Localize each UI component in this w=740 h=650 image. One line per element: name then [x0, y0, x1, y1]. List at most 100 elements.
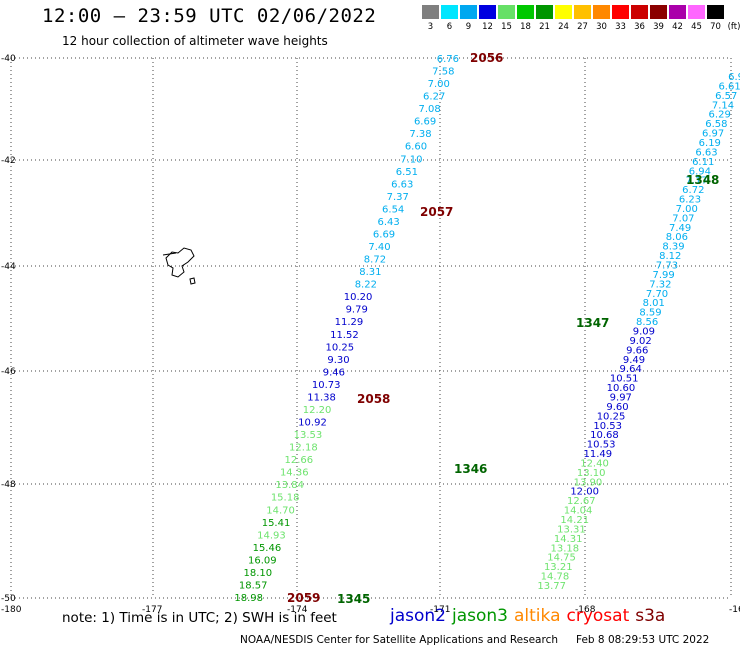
- wave-height-label: 18.57: [239, 580, 268, 591]
- color-scale-unit: (ft): [727, 22, 740, 32]
- wave-height-label: 14.75: [547, 553, 576, 564]
- wave-height-label: 15.18: [271, 493, 300, 504]
- lat-label: -50: [1, 594, 16, 604]
- lat-label: -40: [1, 54, 16, 64]
- wave-height-label: 7.00: [428, 79, 450, 90]
- lon-label: -180: [1, 605, 22, 615]
- wave-height-label: 6.43: [377, 217, 399, 228]
- credit-text: NOAA/NESDIS Center for Satellite Applica…: [240, 634, 558, 646]
- wave-height-label: 12.66: [284, 455, 313, 466]
- pass-time-label: 1347: [576, 316, 609, 330]
- wave-height-label: 13.77: [537, 581, 566, 592]
- credit-timestamp: Feb 8 08:29:53 UTC 2022: [576, 634, 710, 646]
- wave-height-label: 6.63: [695, 147, 717, 158]
- footnote: note: 1) Time is in UTC; 2) SWH is in fe…: [62, 610, 337, 626]
- wave-height-label: 7.00: [676, 204, 698, 215]
- wave-height-label: 11.52: [330, 330, 359, 341]
- wave-height-label: 8.06: [666, 232, 688, 243]
- pass-times: 2056 2057 2058 2059 1348 1347 1346 1345: [287, 51, 719, 606]
- wave-height-label: 12.40: [580, 458, 609, 469]
- map-grid: [10, 57, 732, 599]
- wave-height-label: 11.38: [307, 392, 336, 403]
- wave-height-label: 9.64: [620, 364, 642, 375]
- pass-time-label: 1345: [337, 592, 370, 606]
- lon-label: -177: [142, 605, 162, 615]
- wave-height-label: 6.11: [692, 157, 714, 168]
- color-swatch: [498, 5, 515, 19]
- wave-height-label: 6.76: [437, 54, 459, 65]
- pass-time-label: 1346: [454, 462, 487, 476]
- wave-height-label: 12.18: [289, 443, 318, 454]
- wave-height-label: 6.51: [396, 167, 418, 178]
- color-scale-label: 30: [596, 22, 607, 32]
- wave-height-label: 12.20: [303, 405, 332, 416]
- wave-height-label: 6.9: [728, 72, 740, 83]
- wave-height-label: 7.49: [669, 223, 691, 234]
- wave-height-label: 6.57: [715, 91, 737, 102]
- wave-height-label: 9.97: [610, 392, 632, 403]
- wave-height-label: 9.49: [623, 355, 645, 366]
- lat-label: -44: [1, 262, 16, 272]
- wave-height-label: 6.61: [718, 81, 740, 92]
- wave-height-label: 14.31: [554, 534, 583, 545]
- wave-height-label: 9.09: [633, 327, 655, 338]
- satellite-tracks: 6.767.587.006.277.086.697.386.607.106.51…: [234, 54, 740, 604]
- wave-height-label: 13.53: [294, 430, 323, 441]
- wave-height-label: 10.73: [312, 380, 341, 391]
- color-swatch: [593, 5, 610, 19]
- wave-height-label: 12.67: [567, 496, 596, 507]
- wave-height-label: 10.25: [326, 342, 355, 353]
- wave-height-label: 7.73: [656, 261, 678, 272]
- color-scale-label: 27: [577, 22, 588, 32]
- wave-height-label: 6.54: [382, 204, 404, 215]
- wave-height-label: 13.21: [544, 562, 573, 573]
- wave-height-label: 10.20: [344, 292, 373, 303]
- page-subtitle: 12 hour collection of altimeter wave hei…: [62, 34, 328, 48]
- lat-label: -42: [1, 156, 16, 166]
- wave-height-label: 9.30: [327, 355, 349, 366]
- color-scale-label: 12: [482, 22, 493, 32]
- wave-height-label: 6.60: [405, 142, 427, 153]
- wave-height-label: 10.60: [607, 383, 636, 394]
- color-scale-label: 39: [653, 22, 664, 32]
- satellite-legend-item: jason3: [452, 606, 508, 626]
- wave-height-label: 11.29: [335, 317, 364, 328]
- wave-height-label: 6.69: [414, 117, 436, 128]
- wave-height-label: 6.97: [702, 129, 724, 140]
- color-scale-label: 21: [539, 22, 550, 32]
- wave-height-label: 10.53: [587, 440, 616, 451]
- wave-height-label: 13.10: [577, 468, 606, 479]
- wave-height-label: 9.66: [626, 345, 648, 356]
- wave-height-label: 7.14: [712, 100, 734, 111]
- wave-height-label: 10.25: [597, 411, 626, 422]
- satellite-legend: jason2 jason3 altika cryosat s3a: [390, 606, 671, 626]
- wave-height-label: 14.36: [280, 468, 309, 479]
- wave-height-label: 7.37: [387, 192, 409, 203]
- satellite-legend-item: jason2: [390, 606, 446, 626]
- wave-height-label: 9.79: [346, 305, 368, 316]
- wave-height-label: 8.01: [643, 298, 665, 309]
- wave-height-label: 14.78: [541, 572, 570, 583]
- wave-height-label: 8.22: [355, 280, 377, 291]
- wave-height-label: 7.38: [409, 129, 431, 140]
- pass-time-label: 2056: [470, 51, 503, 65]
- wave-height-label: 11.49: [584, 449, 613, 460]
- pass-time-label: 2059: [287, 591, 320, 605]
- color-swatch: [612, 5, 629, 19]
- wave-height-label: 13.90: [574, 477, 603, 488]
- wave-height-label: 7.40: [368, 242, 390, 253]
- wave-height-label: 12.00: [570, 487, 599, 498]
- color-scale-label: 9: [465, 22, 472, 32]
- lon-label: -171: [430, 605, 450, 615]
- color-swatch: [574, 5, 591, 19]
- color-swatch: [707, 5, 724, 19]
- wave-height-label: 8.12: [659, 251, 681, 262]
- wave-height-label: 15.46: [253, 543, 282, 554]
- lon-label: -168: [575, 605, 596, 615]
- wave-height-label: 18.10: [243, 568, 272, 579]
- wave-height-label: 8.31: [359, 267, 381, 278]
- color-swatch: [650, 5, 667, 19]
- wave-height-label: 7.17: [685, 176, 707, 187]
- wave-height-label: 6.23: [679, 195, 701, 206]
- wave-height-label: 6.58: [705, 119, 727, 130]
